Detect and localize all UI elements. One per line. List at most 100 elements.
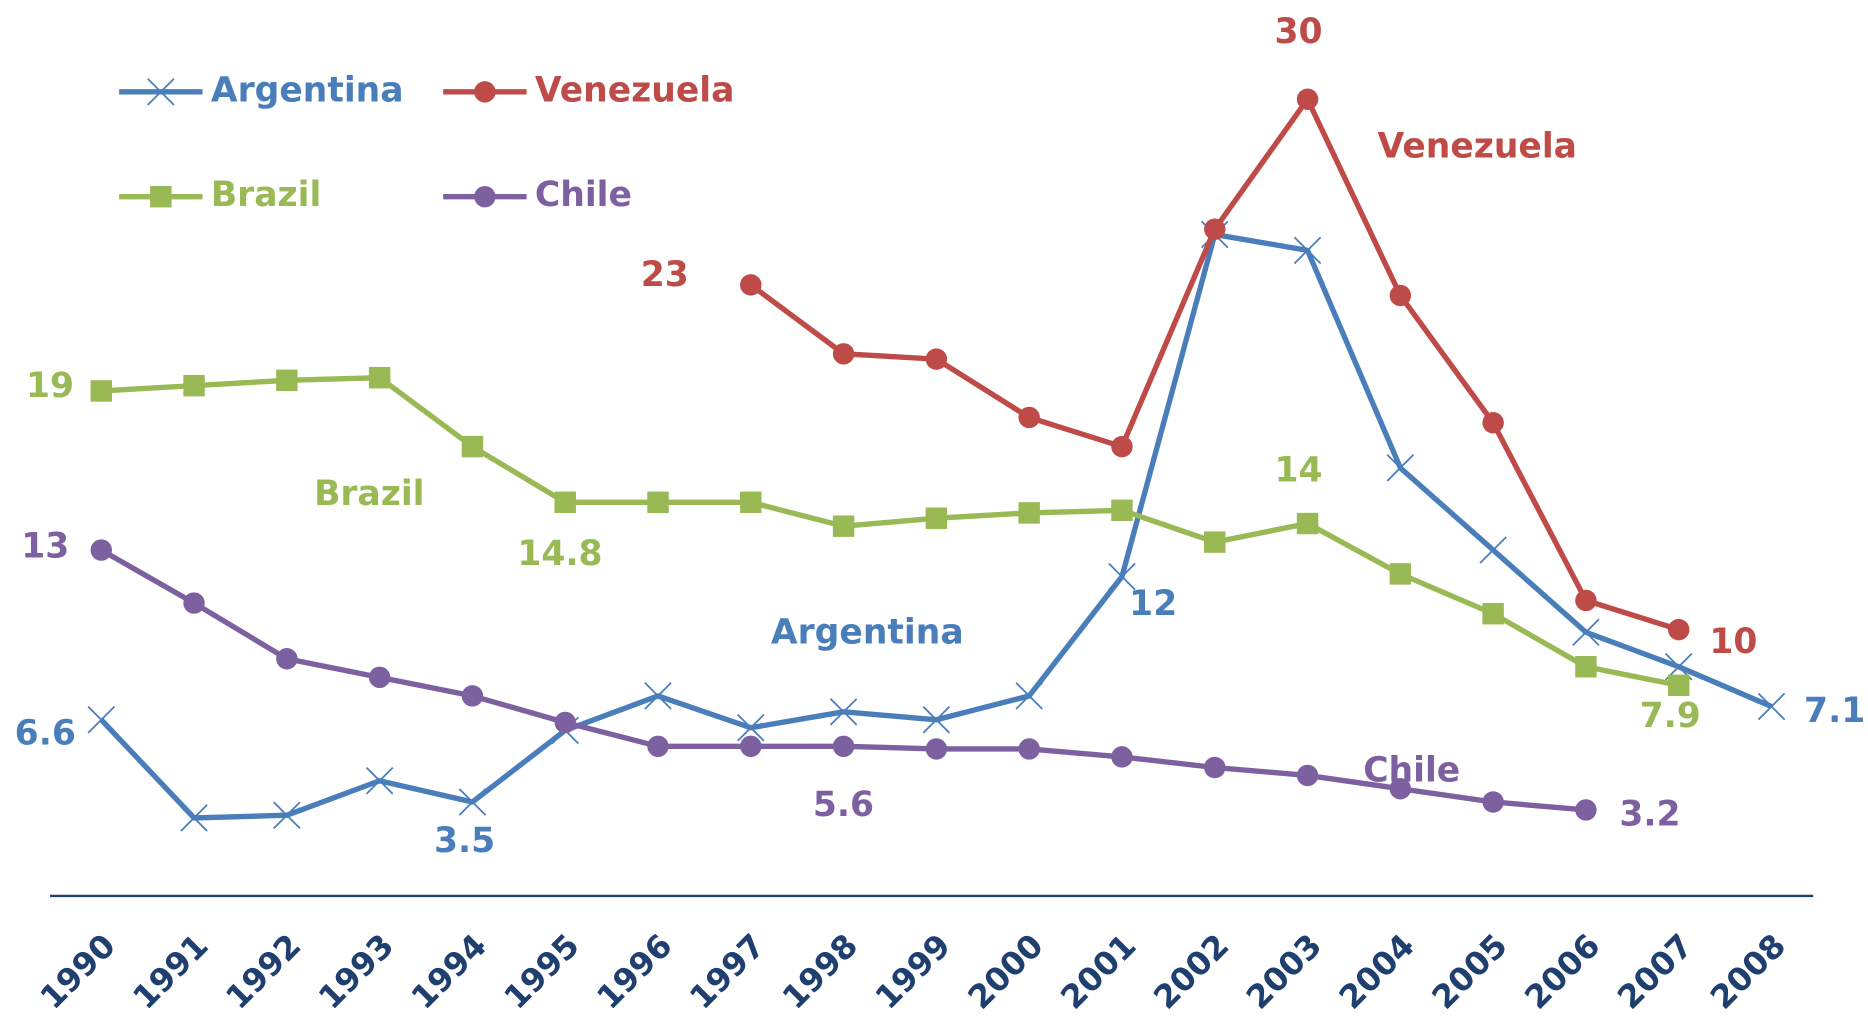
data-point — [90, 539, 112, 561]
data-point-stroke — [644, 682, 672, 710]
series-annotation: Argentina — [771, 612, 964, 652]
data-point — [1204, 756, 1226, 779]
series-annotation: Venezuela — [1377, 126, 1577, 166]
data-label: 14.8 — [517, 534, 602, 574]
data-point — [1018, 502, 1040, 524]
data-point-stroke — [458, 788, 487, 816]
data-point — [1386, 454, 1415, 482]
data-point — [1572, 618, 1600, 646]
data-point — [644, 682, 672, 710]
data-point — [1667, 618, 1690, 641]
data-point — [1575, 799, 1597, 821]
data-point-stroke — [922, 706, 951, 734]
data-point — [925, 738, 948, 760]
data-point-stroke — [737, 713, 765, 742]
data-point-stroke — [87, 706, 115, 734]
data-point-stroke — [273, 801, 301, 829]
x-tick-label: 2002 — [1146, 926, 1236, 1016]
data-point-stroke — [829, 698, 858, 726]
data-point — [1296, 88, 1319, 110]
x-tick-label: 2005 — [1425, 926, 1515, 1016]
x-tick-label: 1990 — [33, 926, 123, 1016]
series-annotation: Chile — [1363, 751, 1460, 791]
x-tick-label: 1995 — [497, 926, 587, 1016]
data-point — [1111, 746, 1133, 768]
data-label: 13 — [21, 527, 69, 567]
series-line — [101, 374, 1680, 688]
data-point — [183, 592, 205, 614]
data-point — [1018, 406, 1040, 429]
x-tick-label: 2004 — [1332, 926, 1422, 1016]
data-point — [737, 713, 765, 742]
data-point — [922, 706, 951, 734]
x-tick-label: 1999 — [868, 926, 958, 1016]
data-point — [1111, 435, 1133, 458]
data-point — [1204, 531, 1226, 553]
x-tick-label: 2001 — [1053, 926, 1143, 1016]
data-point — [1204, 218, 1226, 240]
data-point — [1667, 674, 1690, 697]
legend-label: Brazil — [211, 175, 321, 215]
x-tick-label: 1994 — [404, 926, 494, 1016]
data-point — [1108, 562, 1136, 591]
data-label: 14 — [1275, 450, 1323, 490]
data-point — [1389, 563, 1412, 585]
data-point-stroke — [180, 804, 208, 832]
legend-label: Argentina — [211, 70, 404, 110]
data-point — [1018, 738, 1040, 760]
legend-marker — [150, 185, 172, 208]
data-point — [925, 507, 948, 529]
data-point — [925, 348, 948, 370]
data-point — [1482, 412, 1504, 434]
data-point — [1296, 512, 1319, 535]
data-point — [832, 735, 855, 758]
data-point — [647, 491, 669, 514]
data-point-stroke — [1479, 536, 1507, 564]
data-point — [276, 648, 298, 670]
legend-label: Chile — [535, 175, 632, 215]
data-point-stroke — [1015, 682, 1043, 710]
data-point-stroke — [1108, 562, 1136, 591]
data-point — [832, 343, 855, 365]
data-point — [365, 767, 394, 795]
data-point — [1015, 682, 1043, 710]
data-point — [368, 666, 391, 689]
data-point — [1389, 778, 1412, 800]
data-point — [1757, 692, 1786, 721]
data-point — [1482, 791, 1504, 813]
data-label: 12 — [1129, 584, 1177, 624]
data-point — [180, 804, 208, 832]
data-label: 19 — [26, 366, 74, 406]
data-point — [832, 515, 855, 537]
data-point — [1111, 499, 1133, 521]
data-point-stroke — [1757, 692, 1786, 721]
legend-marker — [474, 185, 496, 208]
legend-marker — [474, 81, 496, 103]
data-point — [1482, 602, 1504, 625]
data-point — [1293, 236, 1322, 265]
data-point — [740, 491, 762, 514]
data-label: 7.9 — [1640, 696, 1701, 736]
data-point — [1575, 589, 1597, 612]
data-point — [554, 491, 576, 514]
data-point — [461, 685, 484, 707]
x-tick-label: 1998 — [775, 926, 865, 1016]
data-point — [368, 366, 391, 389]
x-tick-label: 2003 — [1239, 926, 1329, 1016]
x-tick-label: 1997 — [682, 926, 772, 1016]
data-label: 6.6 — [15, 714, 76, 754]
data-point — [1575, 656, 1597, 678]
x-tick-label: 1992 — [218, 926, 308, 1016]
data-label: 30 — [1275, 12, 1323, 52]
data-point — [90, 380, 112, 402]
data-label: 3.2 — [1619, 795, 1680, 835]
data-point — [87, 706, 115, 734]
x-tick-label: 1991 — [125, 926, 215, 1016]
x-tick-label: 2007 — [1610, 926, 1700, 1016]
data-point — [1296, 764, 1319, 787]
data-label: 3.5 — [434, 821, 495, 861]
data-point — [740, 274, 762, 296]
data-point-stroke — [1293, 236, 1322, 265]
legend-label: Venezuela — [535, 70, 735, 110]
